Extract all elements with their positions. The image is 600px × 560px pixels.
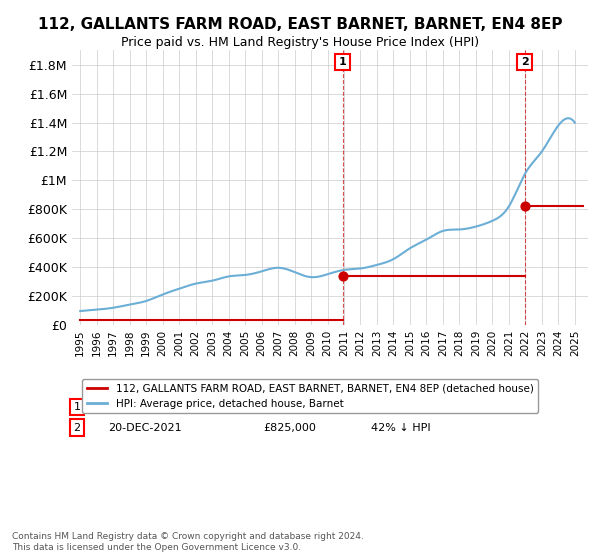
Text: 20-DEC-2021: 20-DEC-2021 <box>108 423 182 433</box>
Text: 1: 1 <box>339 57 347 67</box>
Point <box>520 201 529 210</box>
Text: 1: 1 <box>74 402 80 412</box>
Text: £825,000: £825,000 <box>263 423 316 433</box>
Text: 57% ↓ HPI: 57% ↓ HPI <box>371 402 431 412</box>
Text: 112, GALLANTS FARM ROAD, EAST BARNET, BARNET, EN4 8EP: 112, GALLANTS FARM ROAD, EAST BARNET, BA… <box>38 17 562 32</box>
Text: Contains HM Land Registry data © Crown copyright and database right 2024.
This d: Contains HM Land Registry data © Crown c… <box>12 532 364 552</box>
Text: 42% ↓ HPI: 42% ↓ HPI <box>371 423 431 433</box>
Text: £340,000: £340,000 <box>263 402 316 412</box>
Text: 2: 2 <box>521 57 529 67</box>
Legend: 112, GALLANTS FARM ROAD, EAST BARNET, BARNET, EN4 8EP (detached house), HPI: Ave: 112, GALLANTS FARM ROAD, EAST BARNET, BA… <box>82 380 538 413</box>
Point <box>338 271 347 280</box>
Text: Price paid vs. HM Land Registry's House Price Index (HPI): Price paid vs. HM Land Registry's House … <box>121 36 479 49</box>
Text: 2: 2 <box>74 423 81 433</box>
Text: 03-DEC-2010: 03-DEC-2010 <box>108 402 181 412</box>
